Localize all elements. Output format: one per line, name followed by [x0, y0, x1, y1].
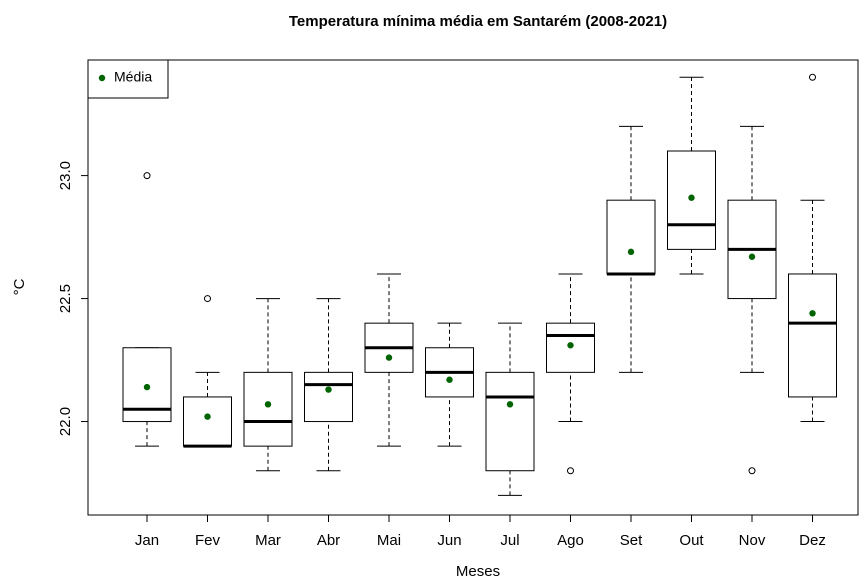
mean-point	[264, 401, 272, 408]
x-tick-label: Jul	[500, 532, 519, 549]
mean-point	[809, 310, 816, 317]
y-tick-label: 22.5	[57, 284, 74, 313]
mean-point	[204, 413, 211, 420]
mean-point	[688, 194, 695, 201]
y-tick-label: 23.0	[57, 161, 74, 190]
x-tick-label: Set	[620, 532, 643, 549]
y-tick-label: 22.0	[57, 407, 74, 436]
box	[183, 396, 232, 447]
x-tick-label: Mai	[377, 532, 401, 549]
x-tick-label: Dez	[799, 532, 826, 549]
x-tick-label: Nov	[739, 532, 766, 549]
legend-label: Média	[114, 69, 152, 85]
legend-marker	[98, 74, 106, 82]
x-axis-label: Meses	[456, 563, 500, 580]
mean-point	[325, 386, 332, 393]
box	[485, 371, 535, 472]
x-tick-label: Ago	[557, 532, 584, 549]
outlier	[204, 295, 211, 303]
x-tick-label: Out	[679, 532, 704, 549]
box	[606, 199, 656, 275]
chart-title: Temperatura mínima média em Santarém (20…	[289, 13, 667, 30]
mean-point	[385, 354, 393, 361]
mean-point	[143, 383, 151, 391]
outlier	[809, 73, 816, 81]
y-axis-label: °C	[11, 278, 28, 295]
x-tick-label: Jun	[437, 532, 461, 549]
outlier	[748, 467, 756, 475]
outlier	[143, 172, 151, 180]
mean-point	[506, 401, 514, 408]
mean-point	[446, 376, 453, 383]
box	[788, 273, 837, 398]
mean-point	[567, 342, 574, 349]
x-tick-label: Mar	[255, 532, 281, 549]
mean-point	[627, 248, 635, 256]
mean-point	[748, 253, 756, 260]
box	[304, 371, 353, 423]
box	[243, 371, 293, 447]
outlier	[567, 467, 574, 475]
x-tick-label: Fev	[195, 532, 221, 549]
x-tick-label: Abr	[317, 532, 340, 549]
x-tick-label: Jan	[135, 532, 159, 549]
